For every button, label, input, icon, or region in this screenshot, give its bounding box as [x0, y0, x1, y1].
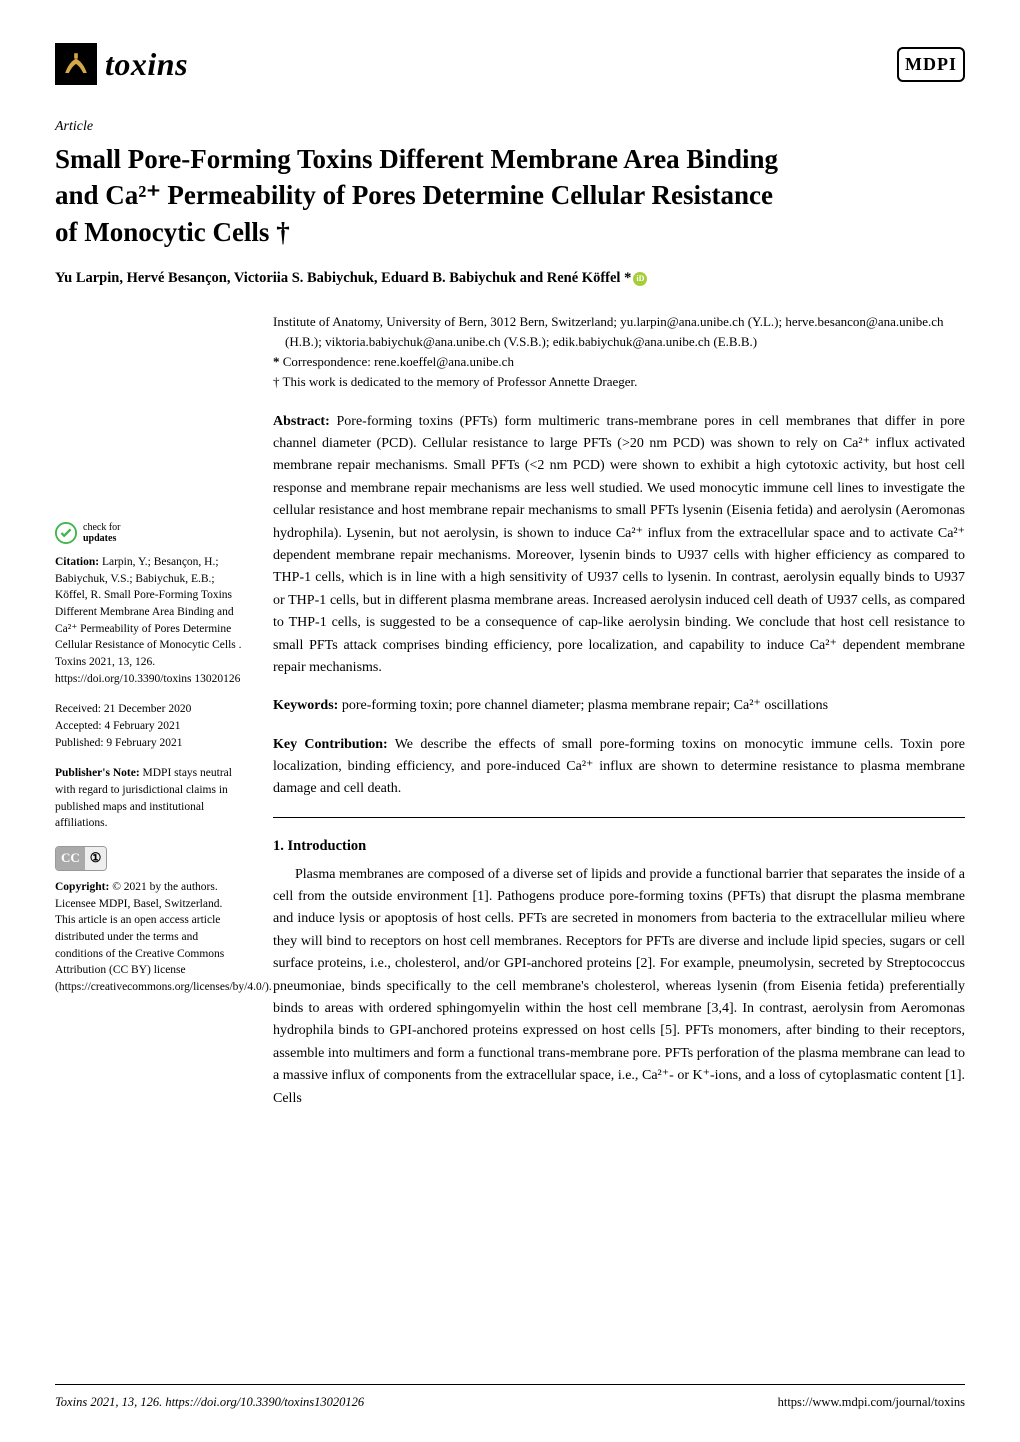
- section-divider: [273, 817, 965, 818]
- citation-label: Citation:: [55, 556, 99, 568]
- key-contribution-block: Key Contribution: We describe the effect…: [273, 734, 965, 801]
- sidebar: check for updates Citation: Larpin, Y.; …: [55, 312, 245, 1110]
- header: toxins MDPI: [55, 40, 965, 88]
- keywords-label: Keywords:: [273, 698, 338, 713]
- citation-block: Citation: Larpin, Y.; Besançon, H.; Babi…: [55, 554, 245, 687]
- journal-name: toxins: [105, 40, 188, 88]
- main-content: Institute of Anatomy, University of Bern…: [273, 312, 965, 1110]
- authors-text: Yu Larpin, Hervé Besançon, Victoriia S. …: [55, 270, 631, 286]
- accepted-date: Accepted: 4 February 2021: [55, 718, 245, 735]
- publishers-note-label: Publisher's Note:: [55, 767, 140, 779]
- title-line-1: Small Pore-Forming Toxins Different Memb…: [55, 144, 778, 174]
- cc-by-badge[interactable]: CC ①: [55, 846, 107, 871]
- orcid-icon[interactable]: [633, 272, 647, 286]
- journal-logo: toxins: [55, 40, 188, 88]
- correspondence-text: Correspondence: rene.koeffel@ana.unibe.c…: [283, 354, 514, 369]
- check-updates-line2: updates: [83, 533, 120, 544]
- toxins-icon: [55, 43, 97, 85]
- section-1-body: Plasma membranes are composed of a diver…: [273, 864, 965, 1110]
- footer-left: Toxins 2021, 13, 126. https://doi.org/10…: [55, 1393, 364, 1412]
- abstract-label: Abstract:: [273, 414, 330, 429]
- received-date: Received: 21 December 2020: [55, 701, 245, 718]
- footer-right[interactable]: https://www.mdpi.com/journal/toxins: [778, 1393, 965, 1412]
- published-date: Published: 9 February 2021: [55, 735, 245, 752]
- publishers-note-block: Publisher's Note: MDPI stays neutral wit…: [55, 765, 245, 832]
- article-type: Article: [55, 116, 965, 137]
- title-line-2: and Ca²⁺ Permeability of Pores Determine…: [55, 180, 773, 210]
- section-1-heading: 1. Introduction: [273, 836, 965, 858]
- dates-block: Received: 21 December 2020 Accepted: 4 F…: [55, 701, 245, 751]
- title-line-3: of Monocytic Cells †: [55, 217, 290, 247]
- check-updates-icon: [55, 522, 77, 544]
- affiliation-text: Institute of Anatomy, University of Bern…: [273, 312, 965, 352]
- cc-icon: CC: [56, 847, 85, 870]
- check-updates-line1: check for: [83, 522, 120, 533]
- copyright-text: © 2021 by the authors. Licensee MDPI, Ba…: [55, 881, 272, 993]
- mdpi-logo: MDPI: [897, 47, 965, 82]
- correspondence-line: * Correspondence: rene.koeffel@ana.unibe…: [273, 352, 965, 372]
- check-for-updates[interactable]: check for updates: [55, 522, 245, 544]
- keywords-text: pore-forming toxin; pore channel diamete…: [342, 698, 828, 713]
- footer: Toxins 2021, 13, 126. https://doi.org/10…: [55, 1384, 965, 1412]
- correspondence-marker: *: [273, 354, 280, 369]
- dedication-line: † This work is dedicated to the memory o…: [273, 372, 965, 392]
- dedication-text: This work is dedicated to the memory of …: [283, 374, 638, 389]
- by-icon: ①: [85, 847, 107, 870]
- key-contribution-label: Key Contribution:: [273, 737, 388, 752]
- check-updates-label: check for updates: [83, 522, 120, 544]
- copyright-label: Copyright:: [55, 881, 109, 893]
- keywords-block: Keywords: pore-forming toxin; pore chann…: [273, 695, 965, 717]
- authors: Yu Larpin, Hervé Besançon, Victoriia S. …: [55, 268, 965, 290]
- citation-text: Larpin, Y.; Besançon, H.; Babiychuk, V.S…: [55, 556, 242, 685]
- article-title: Small Pore-Forming Toxins Different Memb…: [55, 141, 965, 250]
- dedication-marker: †: [273, 374, 280, 389]
- abstract-text: Pore-forming toxins (PFTs) form multimer…: [273, 414, 965, 675]
- copyright-block: Copyright: © 2021 by the authors. Licens…: [55, 879, 245, 996]
- abstract-block: Abstract: Pore-forming toxins (PFTs) for…: [273, 411, 965, 680]
- affiliation-block: Institute of Anatomy, University of Bern…: [273, 312, 965, 393]
